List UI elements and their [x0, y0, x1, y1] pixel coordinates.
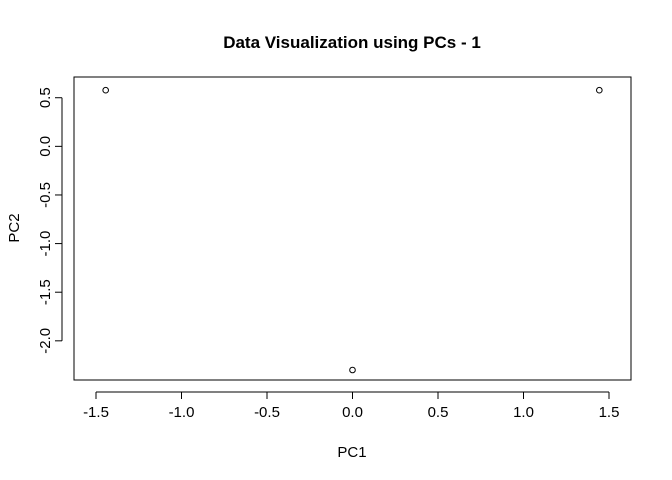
data-point — [596, 86, 603, 94]
x-tick-label: 1.0 — [513, 404, 534, 421]
y-axis: -2.0 -1.5 -1.0 -0.5 0.0 0.5 — [37, 87, 63, 354]
data-points — [102, 86, 603, 374]
x-axis: -1.5 -1.0 -0.5 0.0 0.5 1.0 1.5 — [83, 391, 620, 421]
data-point — [102, 86, 109, 94]
y-tick-label: -1.5 — [37, 279, 54, 305]
x-axis-label: PC1 — [337, 444, 366, 461]
x-tick-label: 1.5 — [599, 404, 620, 421]
y-axis-label: PC2 — [6, 213, 23, 242]
x-tick-label: -0.5 — [254, 404, 280, 421]
x-tick-label: -1.5 — [83, 404, 109, 421]
data-point — [349, 366, 356, 374]
y-tick-label: 0.5 — [37, 87, 54, 108]
plot-frame — [73, 76, 632, 381]
y-tick-label: -0.5 — [37, 182, 54, 208]
chart-title: Data Visualization using PCs - 1 — [223, 33, 481, 52]
x-tick-label: 0.0 — [342, 404, 363, 421]
y-tick-label: -1.0 — [37, 231, 54, 257]
x-tick-label: 0.5 — [428, 404, 449, 421]
y-tick-label: 0.0 — [37, 136, 54, 157]
x-tick-label: -1.0 — [169, 404, 195, 421]
y-tick-label: -2.0 — [37, 328, 54, 354]
